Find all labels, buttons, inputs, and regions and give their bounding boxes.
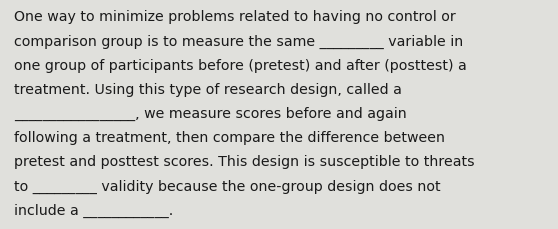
Text: treatment. Using this type of research design, called a: treatment. Using this type of research d…: [14, 82, 402, 96]
Text: include a ____________.: include a ____________.: [14, 203, 173, 217]
Text: pretest and posttest scores. This design is susceptible to threats: pretest and posttest scores. This design…: [14, 155, 474, 169]
Text: One way to minimize problems related to having no control or: One way to minimize problems related to …: [14, 10, 456, 24]
Text: to _________ validity because the one-group design does not: to _________ validity because the one-gr…: [14, 179, 441, 193]
Text: _________________, we measure scores before and again: _________________, we measure scores bef…: [14, 106, 407, 120]
Text: following a treatment, then compare the difference between: following a treatment, then compare the …: [14, 131, 445, 144]
Text: comparison group is to measure the same _________ variable in: comparison group is to measure the same …: [14, 34, 463, 48]
Text: one group of participants before (pretest) and after (posttest) a: one group of participants before (pretes…: [14, 58, 466, 72]
